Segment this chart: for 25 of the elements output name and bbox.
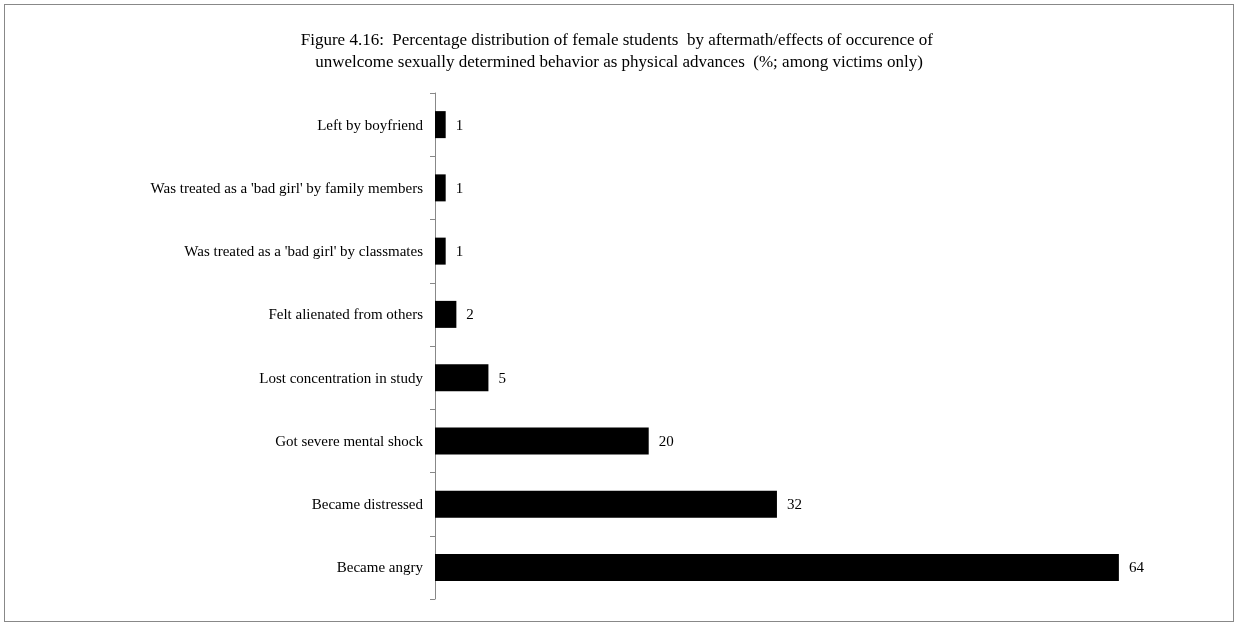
bar [435,237,446,265]
bar [435,111,446,139]
y-tick-label: Got severe mental shock [275,432,424,449]
chart-title: Figure 4.16: Percentage distribution of female students by aftermath/effects of occurence of unwelcome sexually determined behavior as physical advances (%; among victims only) [300,29,938,71]
y-tick-label: Became angry [336,559,424,576]
bar [435,364,489,392]
data-label: 32 [786,496,802,513]
y-tick-label: Was treated as a 'bad girl' by classmates [184,243,424,260]
y-tick-label: Felt alienated from others [268,306,424,323]
data-label: 1 [455,243,464,260]
data-label: 2 [466,306,474,323]
data-label: 1 [455,179,464,196]
y-tick-label: Became distressed [311,496,424,513]
bar [435,427,649,455]
bar [435,490,777,518]
data-label: 64 [1128,559,1145,576]
y-tick-label: Was treated as a 'bad girl' by family members [150,179,424,196]
bar [435,553,1119,581]
y-tick-label: Lost concentration in study [259,369,424,386]
bar [435,300,457,328]
bar [435,174,446,202]
data-label: 1 [455,116,464,133]
data-label: 5 [498,369,506,386]
y-tick-label: Left by boyfriend [317,116,424,133]
data-label: 20 [658,432,674,449]
